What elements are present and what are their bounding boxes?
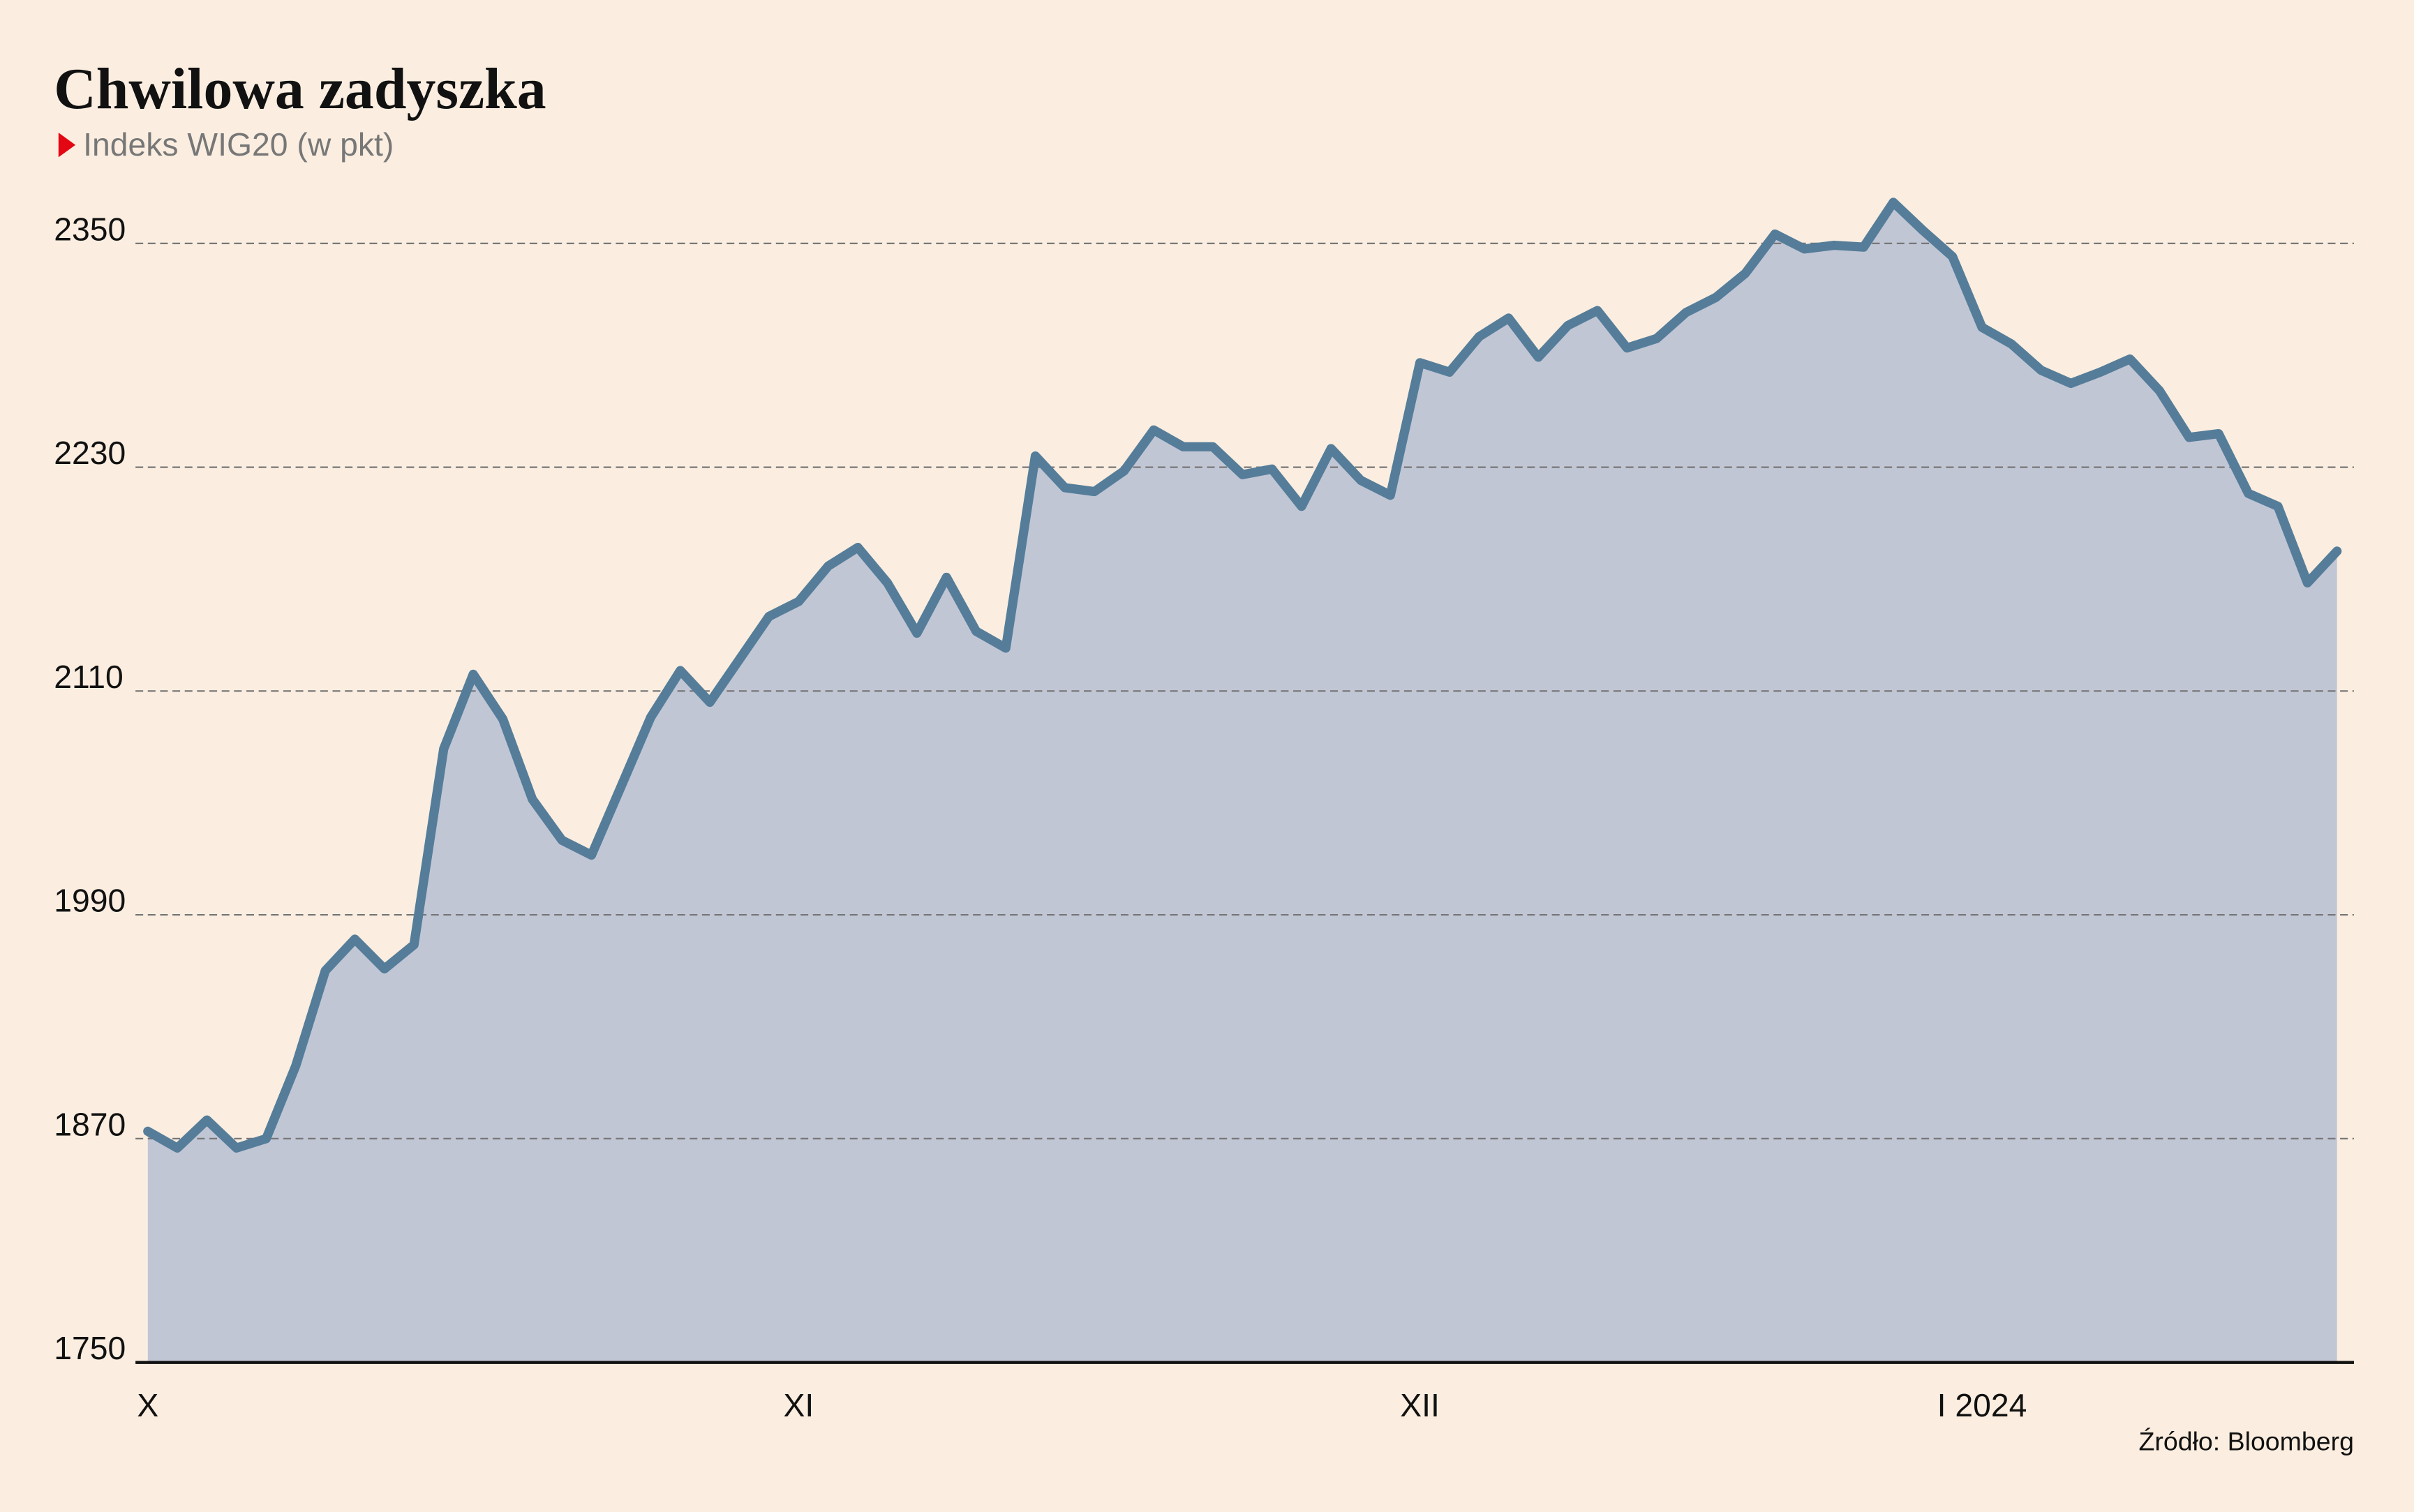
- x-tick-label: X: [137, 1387, 158, 1423]
- line: [143, 197, 2342, 1153]
- chart-title: Chwilowa zadyszka: [54, 57, 546, 121]
- y-tick-label: 2230: [54, 435, 126, 471]
- chart-subtitle: Indeks WIG20 (w pkt): [83, 126, 394, 163]
- plot-area: 1750 1870 1990 2110 2230 2350 X XI XII I 2024: [54, 197, 2354, 1423]
- area: [147, 202, 2337, 1363]
- x-tick-label: XII: [1400, 1387, 1440, 1423]
- x-tick-label: I 2024: [1937, 1387, 2027, 1423]
- y-tick-label: 1750: [54, 1330, 126, 1366]
- source: Źródło: Bloomberg: [2138, 1426, 2353, 1455]
- y-tick-label: 2350: [54, 211, 126, 247]
- x-tick-label: XI: [783, 1387, 814, 1423]
- y-tick-label: 2110: [54, 659, 124, 695]
- subtitle-marker: [58, 133, 76, 158]
- y-tick-label: 1990: [54, 883, 126, 919]
- y-tick-label: 1870: [54, 1106, 126, 1142]
